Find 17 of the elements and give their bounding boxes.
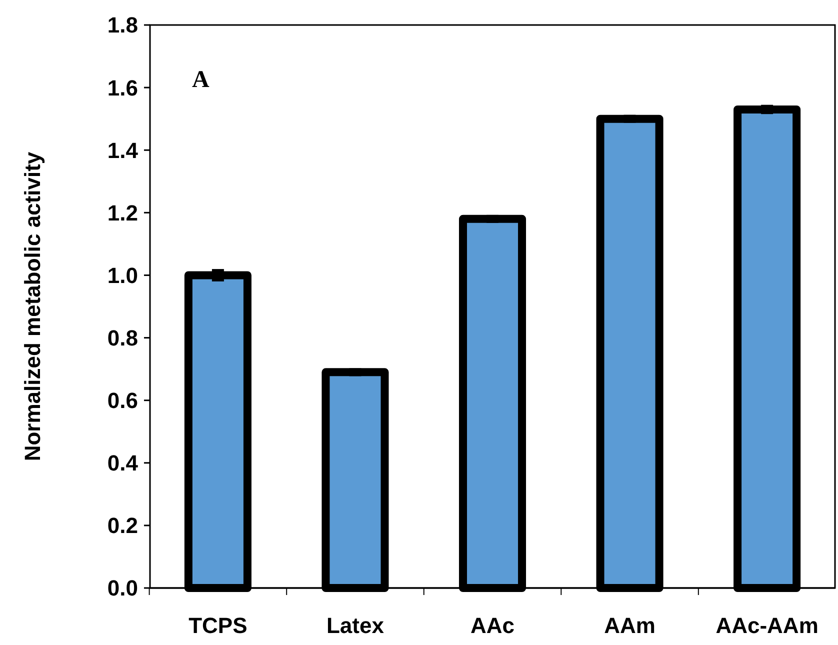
y-tick-label: 1.0	[107, 262, 138, 288]
y-tick-label: 1.2	[107, 200, 138, 226]
x-tick-label: Latex	[326, 613, 385, 638]
annotation: A	[192, 67, 210, 93]
y-tick-label: 0.6	[107, 388, 138, 414]
y-tick-label: 1.8	[107, 12, 138, 38]
y-axis-title: Normalized metabolic activity	[20, 151, 45, 462]
x-tick-label: AAm	[604, 613, 656, 638]
y-tick-label: 0.0	[107, 576, 138, 601]
y-tick-label: 1.6	[107, 75, 138, 100]
y-tick-label: 0.4	[107, 450, 139, 476]
x-tick-label: AAc	[470, 613, 515, 638]
x-tick-label: TCPS	[188, 613, 248, 638]
y-tick-label: 0.8	[107, 325, 138, 350]
x-tick-label: AAc-AAm	[716, 613, 818, 638]
y-tick-label: 0.2	[107, 513, 138, 538]
y-tick-label: 1.4	[107, 138, 139, 163]
